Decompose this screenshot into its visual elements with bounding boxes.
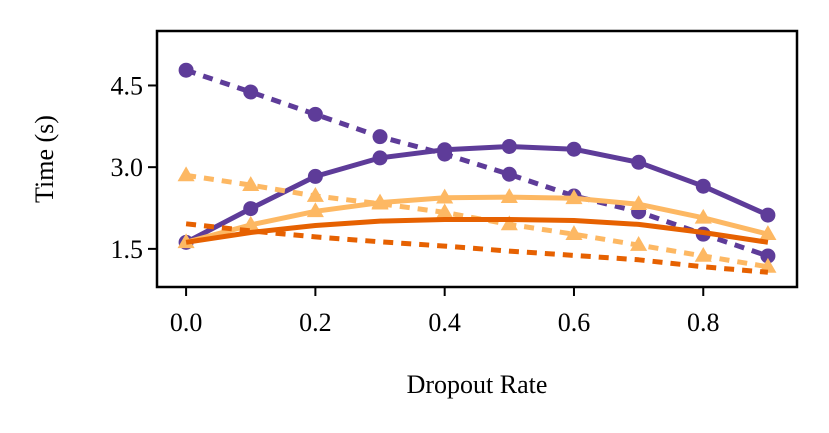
series-purple-solid (178, 138, 776, 250)
x-tick-label: 0.8 (687, 308, 720, 337)
data-point (178, 62, 194, 78)
data-point (566, 141, 582, 157)
x-tick-label: 0.2 (299, 308, 332, 337)
data-point (694, 208, 712, 224)
x-axis: 0.0 0.2 0.4 0.6 0.8 (170, 287, 720, 337)
y-axis: 1.5 3.0 4.5 (111, 71, 157, 264)
series-line (185, 67, 769, 259)
data-point (371, 194, 389, 210)
series-dark-orange-dashed (185, 221, 769, 275)
data-point (372, 150, 388, 166)
data-point (565, 225, 583, 241)
data-point (695, 178, 711, 194)
data-point (501, 166, 517, 182)
series-line (185, 217, 769, 245)
x-tick-label: 0.6 (558, 308, 591, 337)
y-tick-label: 4.5 (111, 71, 144, 100)
plot-frame (155, 29, 799, 289)
y-axis-title: Time (s) (30, 115, 59, 203)
x-axis-title: Dropout Rate (407, 370, 548, 399)
data-point (501, 138, 517, 154)
data-point (307, 106, 323, 122)
data-point (436, 203, 454, 219)
data-point (759, 257, 777, 273)
data-point (372, 129, 388, 145)
data-point (630, 236, 648, 251)
x-tick-label: 0.0 (170, 308, 203, 337)
series-line (185, 194, 769, 245)
data-point (242, 215, 260, 231)
data-point (306, 187, 324, 202)
y-tick-label: 3.0 (111, 153, 144, 182)
x-tick-label: 0.4 (428, 308, 461, 337)
data-point (630, 195, 648, 211)
data-point (243, 201, 259, 217)
series-dark-orange-solid (185, 217, 769, 245)
data-point (436, 188, 454, 204)
data-point (631, 154, 647, 170)
data-point (177, 166, 195, 182)
data-point (565, 189, 583, 205)
series-purple-dashed (178, 62, 776, 264)
data-point (437, 146, 453, 162)
series-line (185, 221, 769, 275)
data-point (500, 188, 518, 203)
data-point (694, 246, 712, 262)
data-point (306, 202, 324, 218)
data-point (760, 248, 776, 264)
data-point (759, 225, 777, 241)
data-point (307, 168, 323, 184)
data-point (243, 84, 259, 100)
y-tick-label: 1.5 (111, 235, 144, 264)
series-layer (177, 62, 777, 275)
data-point (500, 215, 518, 231)
data-point (760, 207, 776, 223)
data-point (242, 176, 260, 191)
